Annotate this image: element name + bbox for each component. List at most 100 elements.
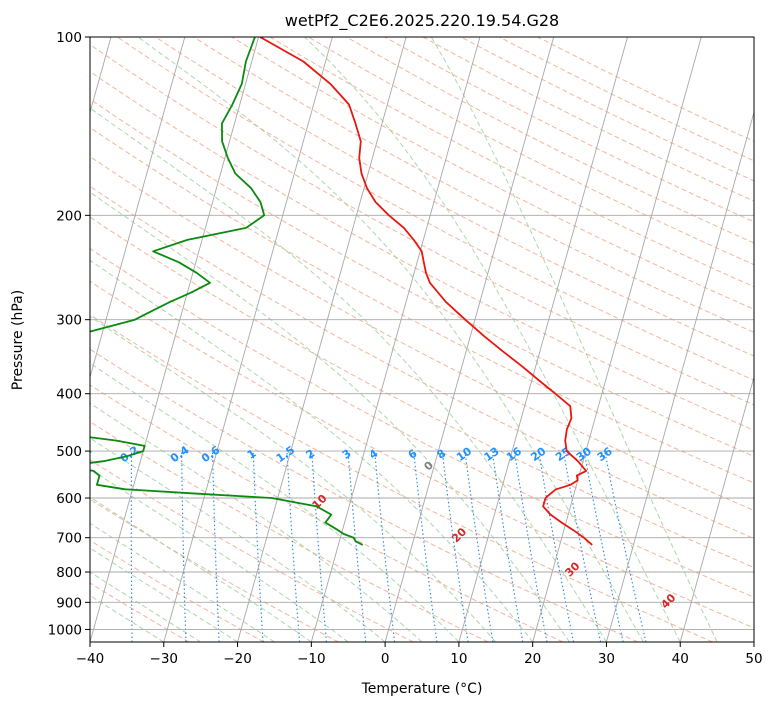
dry-adiabat-line <box>90 43 754 406</box>
y-tick-label: 900 <box>56 595 82 611</box>
y-tick-label: 600 <box>56 491 82 507</box>
x-tick-label: 40 <box>672 651 689 667</box>
dry-adiabat-line <box>90 582 190 642</box>
dry-adiabat-line <box>346 37 754 244</box>
isotherm-line <box>679 375 754 642</box>
y-tick-label: 1000 <box>48 622 82 638</box>
x-tick-label: −40 <box>76 651 105 667</box>
mixing-ratio-line <box>538 451 575 642</box>
isotherm-line <box>384 37 555 642</box>
dry-adiabat-line <box>90 126 754 484</box>
x-tick-label: −10 <box>297 651 326 667</box>
isotherm-line <box>90 37 186 379</box>
x-tick-label: 30 <box>598 651 615 667</box>
plot-area: 0.10.20.40.611.52346810131620253036-100-… <box>2 37 754 642</box>
dry-adiabat-line <box>90 498 339 642</box>
dry-adiabat-line <box>90 459 414 642</box>
dry-adiabats <box>90 37 754 642</box>
dry-adiabat-line <box>90 539 265 642</box>
mixing-ratio-label: 13 <box>482 445 502 464</box>
y-axis-label: Pressure (hPa) <box>10 290 26 390</box>
mixing-ratio-line <box>374 451 396 642</box>
dry-adiabat-line <box>90 421 489 642</box>
dry-adiabat-line <box>90 185 754 540</box>
dry-adiabat-line <box>155 37 754 357</box>
moist-adiabat-line <box>90 259 534 642</box>
dry-adiabat-line <box>499 37 754 162</box>
mixing-ratio-line <box>286 451 301 642</box>
dry-adiabat-line <box>90 348 639 642</box>
mixing-ratio-label: 0.2 <box>118 443 141 465</box>
mixing-ratio-line <box>82 451 85 642</box>
moist-adiabat-line <box>90 522 275 642</box>
mixing-ratio-line <box>441 451 469 642</box>
dry-adiabat-line <box>90 280 754 629</box>
dry-adiabat-line <box>90 384 564 642</box>
y-tick-label: 700 <box>56 531 82 547</box>
y-axis: 1000 900 800 700 600 500 400 300 200 100 <box>48 30 90 638</box>
plot-frame <box>89 36 755 643</box>
moist-adiabat-line <box>304 37 681 642</box>
moist-adiabat-line <box>90 402 423 642</box>
temperature-profile-line <box>259 37 593 546</box>
isotherm-line <box>90 37 260 642</box>
dry-adiabat-line <box>269 37 754 288</box>
x-axis-label: Temperature (°C) <box>361 681 483 697</box>
mixing-ratio-line <box>130 451 133 642</box>
moist-adiabat-line <box>90 315 497 642</box>
isotherm-line <box>532 37 702 642</box>
moist-adiabat-line <box>90 107 607 642</box>
mixing-ratio-line <box>413 451 438 642</box>
mixing-ratio-label: 0.6 <box>199 443 223 465</box>
dry-adiabat-line <box>460 37 754 182</box>
moist-adiabat-line <box>90 437 386 642</box>
dry-adiabat-line <box>90 216 754 569</box>
dry-adiabat-line <box>193 37 754 333</box>
dry-adiabat-line <box>90 248 754 598</box>
y-tick-label: 800 <box>56 565 82 581</box>
mixing-ratio-label: 16 <box>504 444 524 464</box>
x-tick-label: 20 <box>524 651 541 667</box>
dry-adiabat-line <box>537 37 754 142</box>
mixing-ratio-line <box>604 450 647 642</box>
moist-adiabat-line <box>90 496 312 642</box>
chart-title: wetPf2_C2E6.2025.220.19.54.G28 <box>285 11 559 31</box>
mixing-ratio-line <box>513 451 548 642</box>
x-tick-label: −20 <box>223 651 252 667</box>
dry-adiabat-line <box>422 37 754 202</box>
dry-adiabat-label: -10 <box>2 437 25 461</box>
mixing-ratio-line <box>311 451 327 642</box>
mixing-ratio-label: 10 <box>454 444 474 464</box>
mixing-ratio-line <box>252 451 264 642</box>
profile-series <box>90 37 593 546</box>
x-axis: −40 −30 −20 −10 0 10 20 30 40 50 <box>76 642 763 667</box>
y-tick-label: 100 <box>56 30 82 46</box>
x-tick-label: 10 <box>450 651 467 667</box>
dry-adiabat-line <box>90 70 754 431</box>
moist-adiabat-line <box>430 37 718 642</box>
mixing-ratio-label: 1 <box>245 447 259 462</box>
isotherm-line <box>163 37 333 642</box>
mixing-ratio-label: 6 <box>406 447 420 462</box>
x-tick-label: 0 <box>381 651 390 667</box>
mixing-ratio-line <box>562 451 602 642</box>
mixing-ratio-line <box>583 451 624 642</box>
y-tick-label: 300 <box>56 313 82 329</box>
dry-adiabat-line <box>308 37 754 266</box>
mixing-ratio-label: 0.1 <box>71 443 94 465</box>
x-tick-label: 50 <box>745 651 762 667</box>
y-tick-label: 400 <box>56 387 82 403</box>
mixing-ratio-line <box>464 451 494 642</box>
moist-adiabat-label: 20 <box>449 525 469 545</box>
y-tick-label: 200 <box>56 208 82 224</box>
isotherm-line <box>310 37 481 642</box>
moist-adiabat-line <box>90 191 570 642</box>
isotherm-line <box>605 110 754 642</box>
dry-adiabat-line <box>90 98 754 457</box>
isobar-grid <box>90 37 754 630</box>
isotherm-line <box>237 37 407 642</box>
mixing-ratio-label: 0.4 <box>168 443 192 465</box>
y-tick-label: 500 <box>56 444 82 460</box>
isotherm-line <box>753 640 754 642</box>
isotherm-grid <box>90 37 754 642</box>
